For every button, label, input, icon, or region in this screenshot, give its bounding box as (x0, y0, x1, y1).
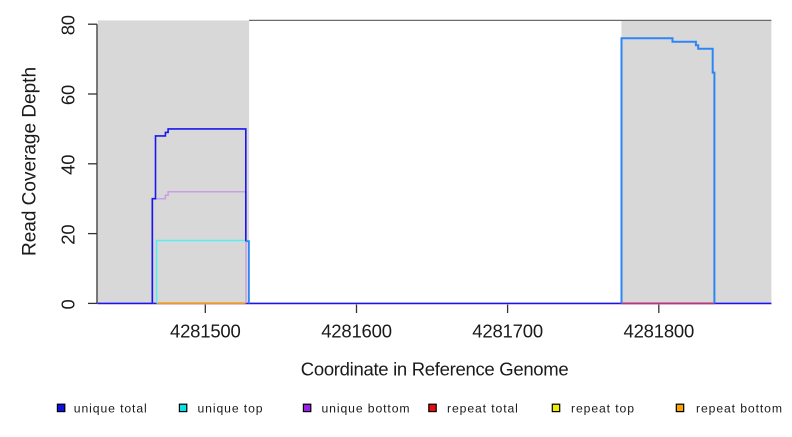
svg-text:repeat top: repeat top (571, 401, 635, 415)
svg-text:0: 0 (58, 299, 79, 309)
svg-text:repeat bottom: repeat bottom (696, 401, 783, 415)
svg-text:Coordinate in Reference Genome: Coordinate in Reference Genome (301, 359, 569, 380)
svg-text:20: 20 (58, 225, 79, 245)
svg-text:unique total: unique total (74, 401, 148, 415)
svg-text:80: 80 (58, 15, 79, 35)
svg-text:repeat total: repeat total (447, 401, 519, 415)
svg-text:60: 60 (58, 85, 79, 105)
svg-text:unique bottom: unique bottom (322, 401, 411, 415)
svg-text:4281800: 4281800 (623, 321, 694, 342)
svg-text:4281600: 4281600 (321, 321, 392, 342)
svg-text:4281500: 4281500 (170, 321, 241, 342)
svg-text:Read Coverage Depth: Read Coverage Depth (19, 67, 40, 256)
svg-text:40: 40 (58, 155, 79, 175)
svg-text:4281700: 4281700 (472, 321, 543, 342)
svg-text:unique top: unique top (198, 401, 264, 415)
